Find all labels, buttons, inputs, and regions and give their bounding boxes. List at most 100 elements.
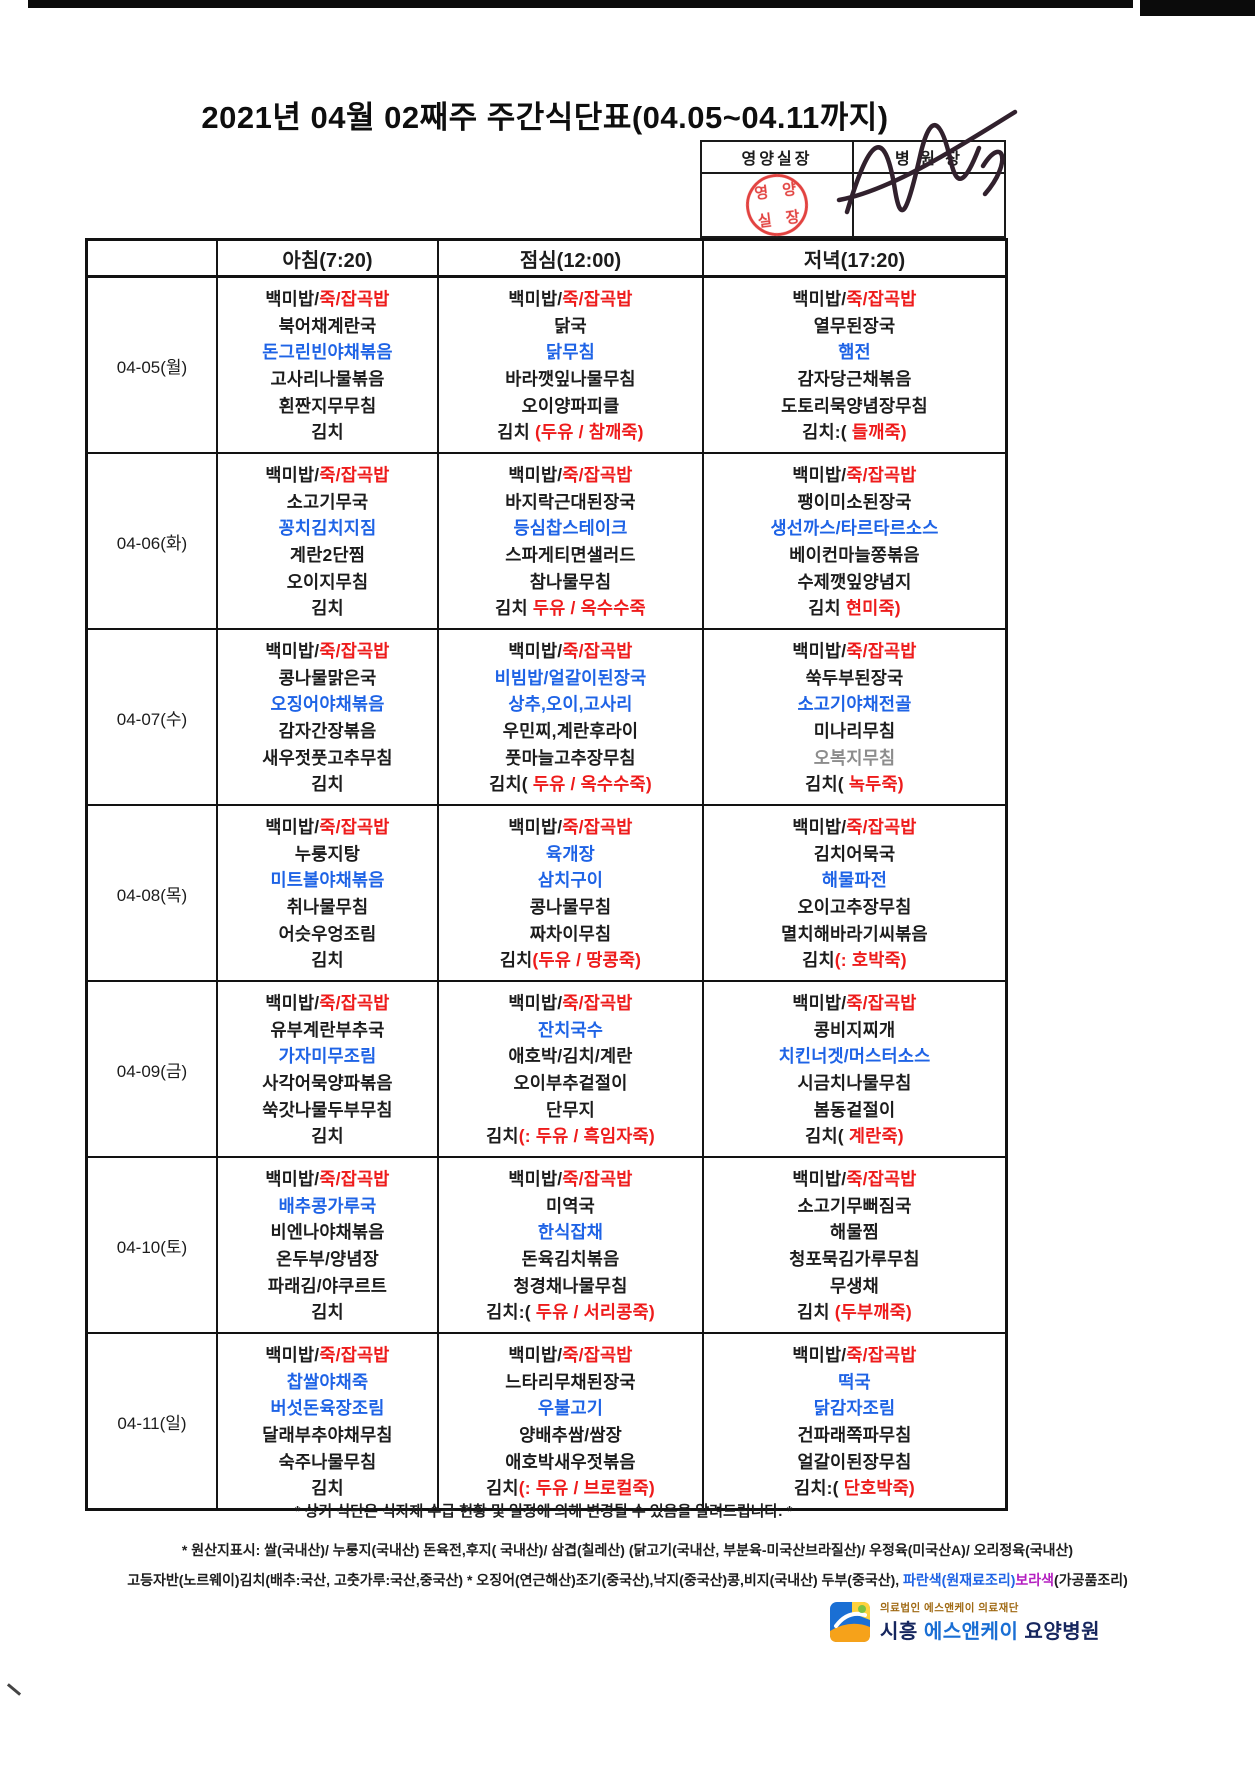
menu-item: 김치( 계란죽) xyxy=(706,1122,1003,1149)
menu-item-text: 김치:( xyxy=(794,1478,844,1499)
menu-item: 바지락근대된장국 xyxy=(441,488,700,515)
origin-note-segment: 보라색 xyxy=(1015,1572,1055,1588)
day-row: 04-06(화) 백미밥/죽/잡곡밥 소고기무국 꽁치김치지짐 계란2단찜 오이지무침 김치… xyxy=(88,454,1005,630)
menu-item: 백미밥/죽/잡곡밥 xyxy=(220,285,435,312)
day-row: 04-07(수) 백미밥/죽/잡곡밥 콩나물맑은국 오징어야채볶음 감자간장볶음 새우젓풋… xyxy=(88,630,1005,806)
menu-item-text: 우민찌,계란후라이 xyxy=(502,720,639,741)
menu-item: 버섯돈육장조림 xyxy=(220,1394,435,1421)
menu-item-text: (두유 / 참깨죽) xyxy=(534,422,644,443)
footer-note-origin-1: * 원산지표시: 쌀(국내산)/ 누룽지(국내산) 돈육전,후지( 국내산)/ … xyxy=(181,1542,1074,1558)
approval-header-row: 영양실장 병 원 장 xyxy=(702,142,1004,174)
director-signature xyxy=(836,109,1018,215)
menu-item-text: 청경채나물무침 xyxy=(513,1275,628,1296)
menu-item-text: 백미밥/ xyxy=(265,992,320,1013)
menu-item-text: 파래김/야쿠르트 xyxy=(267,1275,388,1296)
origin-note-segment: 파란색(원재료조리) xyxy=(903,1572,1016,1588)
menu-item-text: 잔치국수 xyxy=(537,1019,604,1040)
menu-item: 김치 xyxy=(220,1122,435,1149)
menu-item-text: 백미밥/ xyxy=(508,1344,563,1365)
menu-item: 유부계란부추국 xyxy=(220,1016,435,1043)
menu-item-text: 김치 xyxy=(486,1478,519,1499)
menu-item: 김치 현미죽) xyxy=(706,594,1003,621)
meal-cell-dinner: 백미밥/죽/잡곡밥 열무된장국 햄전 감자당근채볶음 도토리묵양념장무침 김치:( 들깨죽… xyxy=(704,278,1005,452)
menu-item: 스파게티면샐러드 xyxy=(441,541,700,568)
origin-note-segment: 고등자반(노르웨이)김치(배추:국산, 고춧가루:국산,중국산) * 오징어(연… xyxy=(127,1572,904,1588)
menu-item: 콩비지찌개 xyxy=(706,1016,1003,1043)
meal-cell-breakfast: 백미밥/죽/잡곡밥 소고기무국 꽁치김치지짐 계란2단찜 오이지무침 김치 xyxy=(218,454,439,628)
menu-item: 취나물무침 xyxy=(220,893,435,920)
menu-item-text: 백미밥/ xyxy=(792,288,847,309)
menu-item: 소고기야채전골 xyxy=(706,690,1003,717)
scan-artifact-top-right xyxy=(1140,0,1255,16)
menu-item-text: 생선까스/타르타르소스 xyxy=(770,518,939,539)
menu-item-text: 죽/잡곡밥 xyxy=(562,464,633,485)
menu-item-text: 죽/잡곡밥 xyxy=(562,640,633,661)
menu-item: 닭감자조림 xyxy=(706,1394,1003,1421)
menu-item: 느타리무채된장국 xyxy=(441,1368,700,1395)
meal-cell-dinner: 백미밥/죽/잡곡밥 콩비지찌개 치킨너겟/머스터소스 시금치나물무침 봄동겉절이 김치( … xyxy=(704,982,1005,1156)
menu-item: 백미밥/죽/잡곡밥 xyxy=(220,989,435,1016)
header-lunch: 점심(12:00) xyxy=(439,241,704,275)
day-row: 04-10(토) 백미밥/죽/잡곡밥 배추콩가루국 비엔나야채볶음 온두부/양념장 파래김… xyxy=(88,1158,1005,1334)
menu-item: 얼갈이된장무침 xyxy=(706,1448,1003,1475)
menu-item-text: 소고기무뻐짐국 xyxy=(797,1195,912,1216)
menu-item-text: 꽁치김치지짐 xyxy=(278,518,377,539)
menu-item: 참나물무침 xyxy=(441,568,700,595)
menu-item-text: 죽/잡곡밥 xyxy=(562,1168,633,1189)
menu-item: 청경채나물무침 xyxy=(441,1272,700,1299)
stamp-character: 실 xyxy=(756,211,773,230)
menu-item-text: 햄전 xyxy=(838,342,871,363)
menu-item: 돈육김치볶음 xyxy=(441,1245,700,1272)
hospital-name-segment: 시흥 xyxy=(880,1621,924,1643)
menu-item: 김치 (두부깨죽) xyxy=(706,1298,1003,1325)
menu-item: 누룽지탕 xyxy=(220,840,435,867)
menu-item: 단무지 xyxy=(441,1096,700,1123)
menu-item: 소고기무뻐짐국 xyxy=(706,1192,1003,1219)
menu-item: 김치 xyxy=(220,770,435,797)
menu-item: 꽁치김치지짐 xyxy=(220,514,435,541)
menu-item: 백미밥/죽/잡곡밥 xyxy=(441,461,700,488)
meal-cell-dinner: 백미밥/죽/잡곡밥 팽이미소된장국 생선까스/타르타르소스 베이컨마늘쫑볶음 수제깻잎양… xyxy=(704,454,1005,628)
menu-item-text: (: 두유 / 브로컬죽) xyxy=(518,1478,655,1499)
menu-item-text: 김치 xyxy=(808,598,846,619)
menu-item-text: 베이컨마늘쫑볶음 xyxy=(789,544,920,565)
menu-item-text: 오이고추장무침 xyxy=(797,896,912,917)
menu-item: 한식잡채 xyxy=(441,1218,700,1245)
menu-item-text: 감자당근채볶음 xyxy=(797,368,912,389)
menu-item: 가자미무조림 xyxy=(220,1042,435,1069)
menu-item: 찹쌀야채죽 xyxy=(220,1368,435,1395)
day-label: 04-11(일) xyxy=(88,1334,218,1508)
menu-item: 시금치나물무침 xyxy=(706,1069,1003,1096)
menu-item-text: 죽/잡곡밥 xyxy=(846,992,917,1013)
menu-item: 치킨너겟/머스터소스 xyxy=(706,1042,1003,1069)
menu-item-text: 김치 xyxy=(495,598,533,619)
menu-item: 돈그린빈야채볶음 xyxy=(220,338,435,365)
day-row: 04-05(월) 백미밥/죽/잡곡밥 북어채계란국 돈그린빈야채볶음 고사리나물볶음 횐짠… xyxy=(88,278,1005,454)
menu-item: 달래부추야채무침 xyxy=(220,1421,435,1448)
menu-item-text: 김치 xyxy=(486,1126,519,1147)
menu-item: 김치( 두유 / 옥수수죽) xyxy=(441,770,700,797)
meal-cell-lunch: 백미밥/죽/잡곡밥 비빔밥/얼갈이된장국 상추,오이,고사리 우민찌,계란후라이 풋마늘… xyxy=(439,630,704,804)
menu-item: 양배추쌈/쌈장 xyxy=(441,1421,700,1448)
header-dinner: 저녁(17:20) xyxy=(803,249,906,272)
menu-item: 백미밥/죽/잡곡밥 xyxy=(441,1341,700,1368)
meal-cell-dinner: 백미밥/죽/잡곡밥 김치어묵국 해물파전 오이고추장무침 멸치해바라기씨볶음 김치 (: 호… xyxy=(704,806,1005,980)
menu-item-text: 두유 / 옥수수죽 xyxy=(532,598,646,619)
menu-item: 감자간장볶음 xyxy=(220,717,435,744)
menu-item-text: (두유 / 땅콩죽) xyxy=(532,950,642,971)
menu-item-text: 삼치구이 xyxy=(537,870,604,891)
menu-item-text: 죽/잡곡밥 xyxy=(846,640,917,661)
menu-item-text: 치킨너겟/머스터소스 xyxy=(778,1046,931,1067)
menu-item: 김치:( 단호박죽) xyxy=(706,1474,1003,1501)
menu-item-text: 백미밥/ xyxy=(792,640,847,661)
menu-item: 사각어묵양파볶음 xyxy=(220,1069,435,1096)
menu-item-text: 백미밥/ xyxy=(508,816,563,837)
menu-item-text: 쑥갓나물두부무침 xyxy=(262,1099,393,1120)
menu-item-text: 바라깻잎나물무침 xyxy=(505,368,636,389)
menu-item-text: 양배추쌈/쌈장 xyxy=(519,1424,622,1445)
menu-item: 청포묵김가루무침 xyxy=(706,1245,1003,1272)
menu-item: 떡국 xyxy=(706,1368,1003,1395)
logo-foundation-text: 의료법인 에스앤케이 의료재단 xyxy=(880,1602,1019,1614)
menu-item-text: 북어채계란국 xyxy=(278,315,377,336)
